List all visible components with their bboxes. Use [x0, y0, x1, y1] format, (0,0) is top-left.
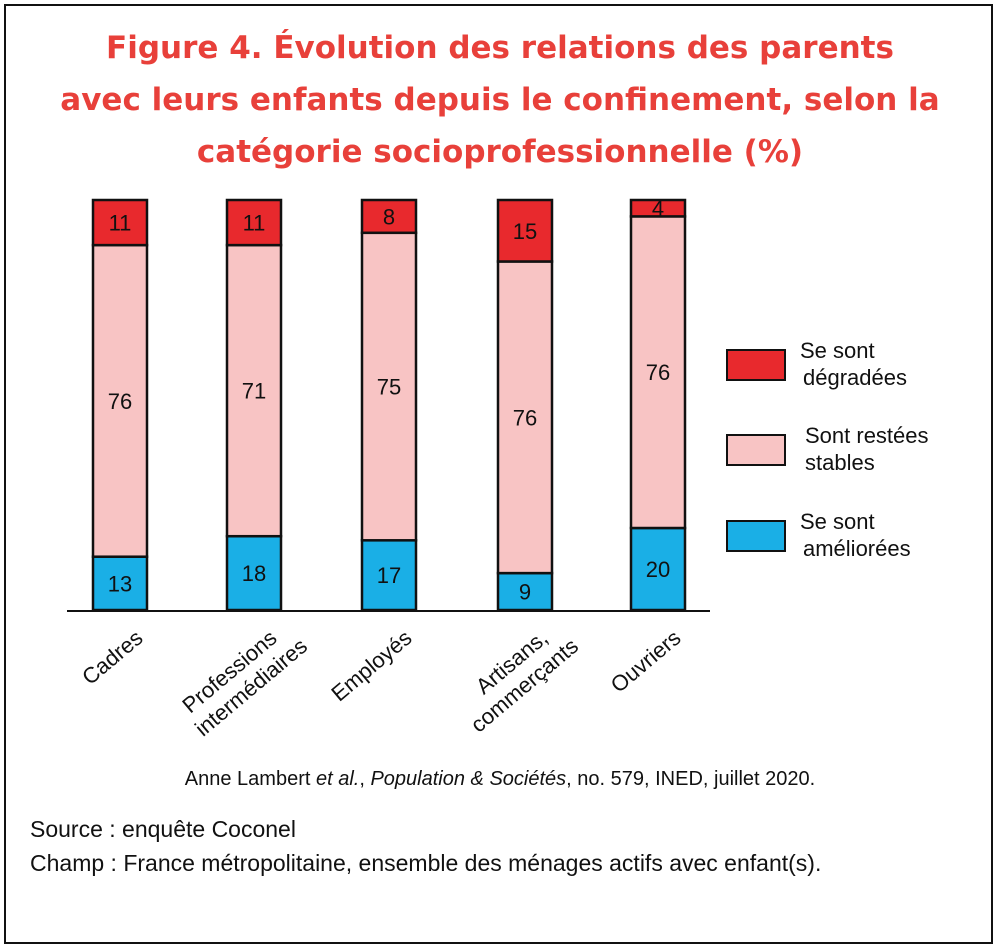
figure-frame [4, 4, 993, 944]
title-line: avec leurs enfants depuis le confinement… [60, 82, 940, 118]
data-label: 11 [243, 211, 266, 236]
bar-segment [629, 198, 687, 218]
legend-swatch [726, 520, 786, 552]
legend-swatch [726, 434, 786, 466]
credit-line: Anne Lambert et al., Population & Sociét… [0, 768, 1000, 791]
credit-journal: Population & Sociétés [370, 768, 567, 790]
title-line: catégorie socioprofessionnelle (%) [196, 134, 804, 170]
bar-segment [225, 243, 283, 538]
bar-segment [496, 198, 554, 263]
source-notes: Source : enquête Coconel Champ : France … [30, 812, 970, 880]
bar-segment [91, 555, 149, 612]
legend-label-line: Se sont [800, 338, 875, 363]
data-label: 15 [513, 219, 537, 244]
x-tick-label-line: Employés [326, 625, 416, 706]
credit-author: Anne Lambert [184, 768, 316, 790]
legend-label-line: dégradées [803, 365, 907, 390]
legend-swatch [726, 349, 786, 381]
bar-segment [225, 198, 283, 247]
bar-segment [225, 534, 283, 612]
x-tick-label-line: Ouvriers [606, 625, 686, 698]
data-label: 18 [242, 561, 266, 586]
x-tick-label: Ouvriers [606, 625, 686, 698]
data-label: 13 [108, 571, 132, 596]
x-tick-label: Artisans,commerçants [449, 613, 583, 737]
scope-text: Champ : France métropolitaine, ensemble … [30, 850, 822, 876]
legend-label-line: améliorées [803, 536, 911, 561]
data-label: 8 [383, 204, 395, 229]
x-tick-label-line: Cadres [77, 625, 147, 690]
data-label: 11 [109, 211, 132, 236]
x-tick-label: Professionsintermédiaires [173, 613, 312, 741]
credit-sep: , [359, 768, 371, 790]
bar-segment [91, 243, 149, 558]
bar-segment [629, 215, 687, 530]
x-tick-label: Employés [326, 625, 416, 706]
bar-segment [629, 526, 687, 612]
legend-label-line: Sont restées [805, 423, 929, 448]
data-label: 9 [519, 580, 531, 605]
data-label: 20 [646, 557, 670, 582]
legend-label: Se sont dégradées [800, 338, 907, 390]
legend-label: Sont restées stables [805, 423, 929, 475]
chart-title: Figure 4. Évolution des relations des pa… [0, 22, 1000, 178]
title-line: Figure 4. Évolution des relations des pa… [106, 30, 894, 66]
data-label: 76 [108, 389, 132, 414]
data-label: 75 [377, 375, 401, 400]
data-label: 17 [377, 563, 401, 588]
data-label: 76 [513, 405, 537, 430]
credit-etal: et al. [315, 768, 360, 790]
bar-segment [91, 198, 149, 247]
data-label: 76 [646, 360, 670, 385]
legend-label: Se sont améliorées [800, 509, 911, 561]
data-label: 4 [652, 196, 664, 221]
x-tick-label: Cadres [77, 625, 147, 690]
legend-label-line: stables [805, 450, 875, 475]
source-text: Source : enquête Coconel [30, 816, 296, 842]
bar-segment [496, 260, 554, 575]
legend-label-line: Se sont [800, 509, 875, 534]
credit-rest: , no. 579, INED, juillet 2020. [566, 768, 816, 790]
data-label: 71 [242, 379, 266, 404]
bar-segment [360, 198, 418, 235]
